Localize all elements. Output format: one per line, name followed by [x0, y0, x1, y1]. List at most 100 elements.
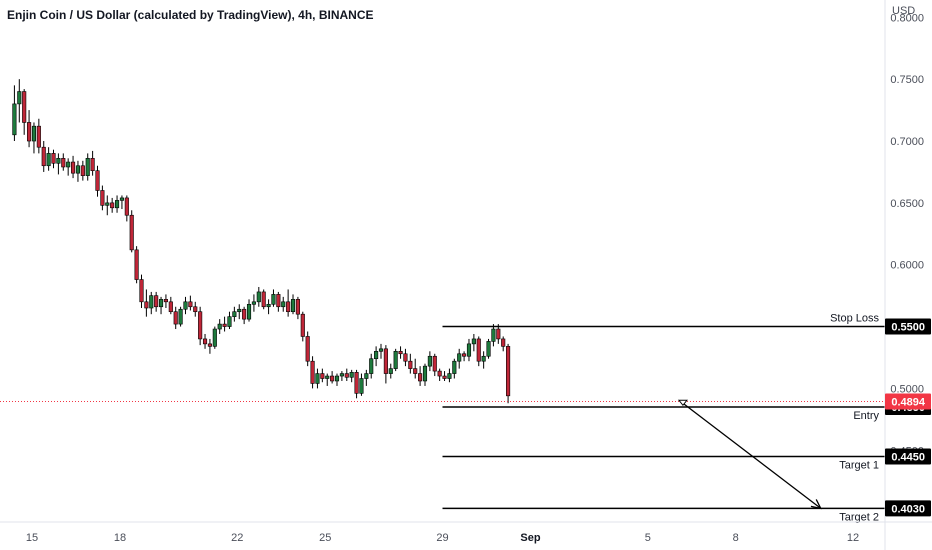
level-price-tag-text: 0.4450 — [891, 451, 925, 463]
time-tick-label: Sep — [520, 532, 540, 544]
candle — [100, 190, 105, 206]
candle — [496, 328, 501, 340]
candle — [134, 249, 139, 280]
candle — [476, 338, 481, 362]
candle — [17, 91, 22, 105]
candle — [369, 358, 374, 374]
time-tick-label: 8 — [733, 532, 739, 544]
candle — [227, 316, 232, 327]
candle — [246, 303, 252, 320]
candle — [364, 373, 369, 379]
candle — [290, 299, 296, 313]
level-label: Stop Loss — [830, 313, 879, 325]
candle — [501, 338, 506, 347]
price-tick-label: 0.5000 — [890, 383, 924, 395]
candle — [388, 368, 393, 374]
candle — [359, 378, 364, 394]
candle — [237, 308, 242, 313]
candle — [163, 299, 168, 303]
candle — [374, 350, 379, 360]
candle — [295, 299, 300, 315]
candle — [462, 353, 467, 357]
candle — [251, 301, 256, 305]
candle — [168, 301, 173, 313]
candle — [349, 372, 354, 378]
candle — [242, 308, 247, 320]
candle — [466, 343, 472, 357]
level-price-tag — [885, 448, 931, 465]
price-tick-label: 0.7500 — [890, 74, 924, 86]
candle — [378, 348, 384, 352]
candle — [114, 200, 120, 209]
arrow-start-marker — [677, 399, 688, 407]
level-price-tag-text: 0.4030 — [891, 503, 925, 515]
time-tick-label: 18 — [114, 532, 126, 544]
time-axis[interactable]: 15 18 22 25 29 Sep 5 8 12 — [26, 532, 859, 544]
candle — [207, 343, 212, 347]
candle — [339, 373, 344, 377]
candle — [66, 161, 71, 168]
candle — [188, 301, 193, 308]
arrow-head — [810, 499, 822, 510]
candle — [193, 306, 198, 313]
time-tick-label: 12 — [847, 532, 859, 544]
currency-label: USD — [892, 5, 915, 17]
candle — [56, 158, 61, 164]
price-levels: Stop Loss Entry Target 1 Target 2 — [442, 313, 885, 523]
candle-series — [12, 79, 511, 404]
candle — [212, 328, 217, 347]
candle — [61, 158, 66, 168]
candle — [486, 341, 491, 357]
chart-title: Enjin Coin / US Dollar (calculated by Tr… — [7, 8, 374, 22]
candle — [320, 373, 325, 379]
candle — [305, 336, 310, 362]
candle — [178, 308, 183, 325]
candle — [281, 301, 286, 308]
time-tick-label: 15 — [26, 532, 38, 544]
candle — [90, 158, 95, 172]
candle — [393, 350, 398, 369]
candle — [491, 328, 496, 342]
candle — [27, 122, 32, 142]
candle — [183, 301, 188, 310]
candle — [256, 291, 261, 303]
level-label: Target 1 — [839, 459, 879, 471]
candle — [457, 353, 462, 362]
candle — [334, 375, 340, 382]
candle — [129, 214, 134, 251]
time-tick-label: 25 — [319, 532, 331, 544]
projection-arrow — [677, 399, 822, 510]
candle — [271, 294, 276, 305]
candle — [325, 375, 330, 379]
time-tick-label: 29 — [436, 532, 448, 544]
candle — [95, 170, 100, 191]
candle — [266, 303, 271, 308]
candle — [154, 295, 159, 308]
candle — [22, 91, 27, 123]
price-tick-label: 0.7000 — [890, 136, 924, 148]
candle — [12, 103, 17, 136]
level-label: Entry — [853, 410, 879, 422]
time-tick-label: 5 — [645, 532, 651, 544]
price-axis[interactable]: 0.8000 0.7500 0.7000 0.6500 0.6000 0.5500 0.50… — [890, 12, 924, 519]
candle — [71, 161, 76, 174]
candle — [422, 365, 428, 382]
candle — [222, 323, 227, 327]
price-tick-label: 0.6000 — [890, 260, 924, 272]
candle — [80, 165, 85, 176]
candle — [202, 338, 208, 345]
candle — [330, 375, 335, 382]
candle — [276, 294, 281, 308]
candle — [217, 323, 222, 330]
candle — [110, 202, 115, 209]
candle — [124, 197, 129, 216]
candle — [481, 355, 486, 362]
grid — [0, 17, 885, 512]
candle — [418, 373, 423, 382]
candle — [442, 375, 447, 379]
price-tick-label: 0.6500 — [890, 198, 924, 210]
candle — [413, 368, 418, 374]
candle — [447, 373, 452, 379]
price-tick-label: 0.8000 — [890, 12, 924, 24]
